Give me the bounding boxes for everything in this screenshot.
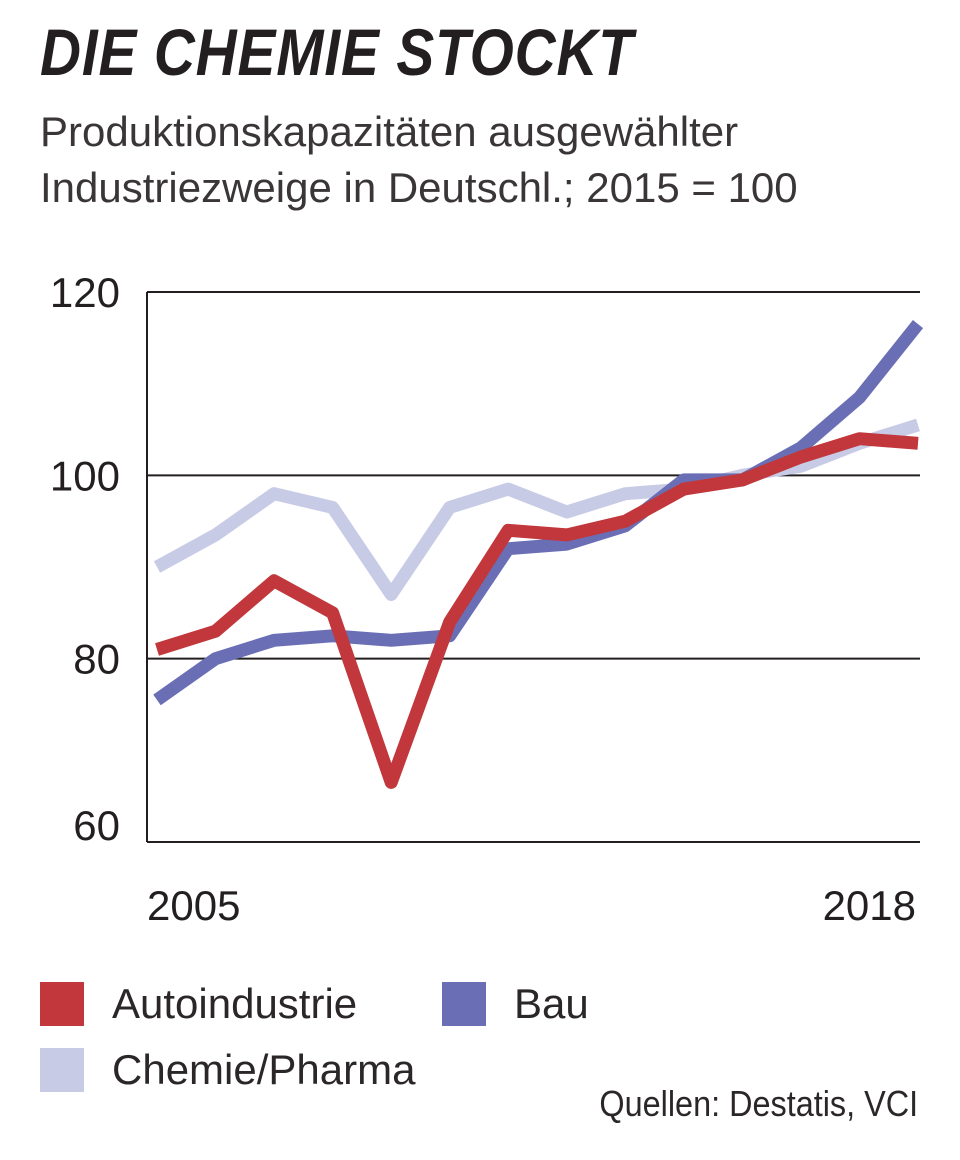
- legend-label-autoindustrie: Autoindustrie: [112, 980, 358, 1027]
- chart-subtitle: Produktionskapazitäten ausgewählter Indu…: [40, 104, 940, 216]
- subtitle-line-1: Produktionskapazitäten ausgewählter: [40, 108, 739, 155]
- y-tick-label-120: 120: [50, 269, 120, 316]
- series-lines: [153, 320, 924, 789]
- chart-title: DIE CHEMIE STOCKT: [40, 15, 634, 89]
- grid-lines: [147, 291, 920, 660]
- legend-swatch-bau: [442, 982, 486, 1026]
- source-note: Quellen: Destatis, VCI: [599, 1083, 918, 1124]
- legend-item-chemie-pharma: Chemie/Pharma: [40, 1046, 415, 1094]
- subtitle-line-2: Industriezweige in Deutschl.; 2015 = 100: [40, 164, 798, 211]
- legend-label-chemie-pharma: Chemie/Pharma: [112, 1046, 416, 1093]
- line-chart: 120 100 80 60 2005 2018: [50, 269, 924, 929]
- axes: [146, 292, 920, 843]
- y-tick-labels: 120 100 80 60: [50, 269, 120, 849]
- legend-label-bau: Bau: [514, 980, 589, 1027]
- x-tick-label-end: 2018: [823, 882, 916, 929]
- legend-swatch-autoindustrie: [40, 982, 84, 1026]
- legend: Autoindustrie Bau Chemie/Pharma: [40, 980, 940, 1150]
- y-tick-label-100: 100: [50, 452, 120, 499]
- series-line-bau: [153, 320, 924, 706]
- y-tick-label-80: 80: [73, 636, 120, 683]
- legend-item-autoindustrie: Autoindustrie: [40, 980, 357, 1028]
- series-line-autoindustrie: [155, 432, 919, 789]
- legend-item-bau: Bau: [442, 980, 589, 1028]
- x-tick-label-start: 2005: [147, 882, 240, 929]
- x-tick-labels: 2005 2018: [147, 882, 916, 929]
- y-tick-label-60: 60: [73, 802, 120, 849]
- legend-swatch-chemie-pharma: [40, 1048, 84, 1092]
